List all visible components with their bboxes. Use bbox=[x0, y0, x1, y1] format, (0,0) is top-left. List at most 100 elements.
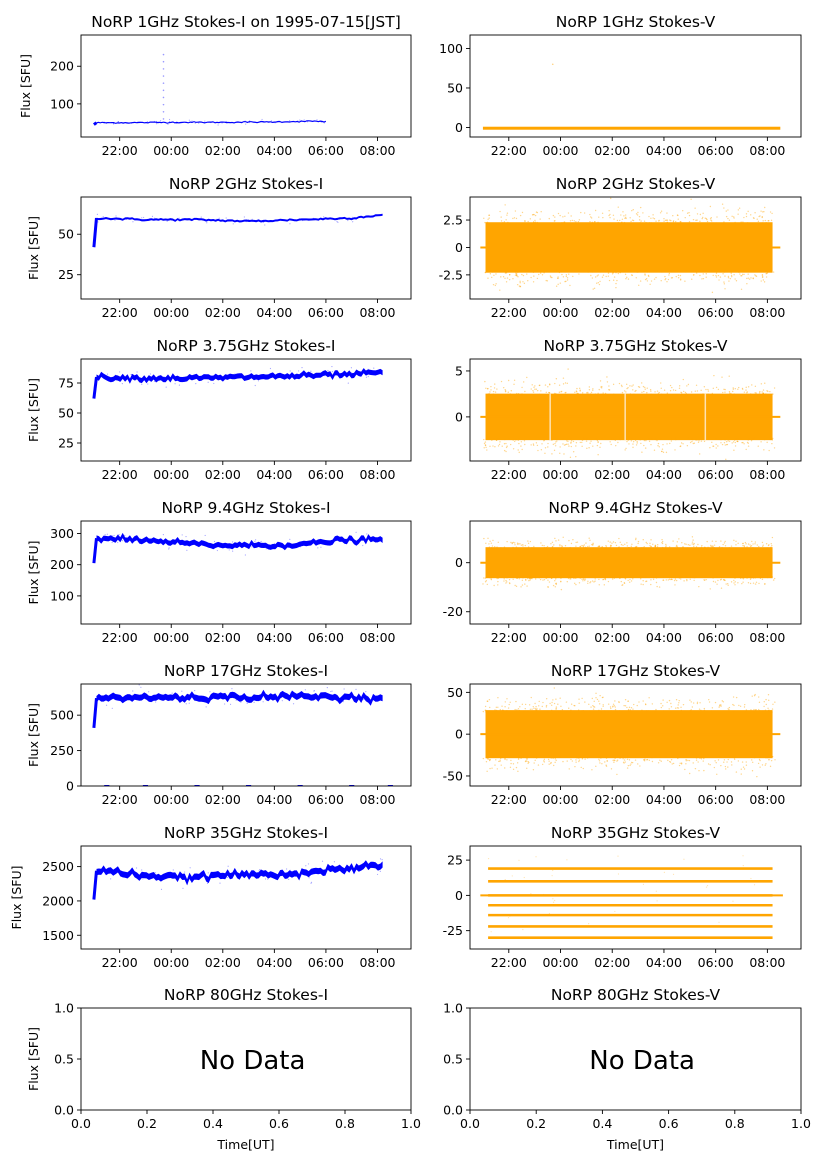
series-point bbox=[541, 763, 544, 766]
series-point bbox=[588, 923, 590, 925]
series-point bbox=[517, 271, 519, 274]
series-point bbox=[666, 443, 668, 445]
series-point bbox=[533, 213, 535, 216]
series-point bbox=[516, 762, 519, 764]
series-point bbox=[514, 270, 516, 272]
series-point bbox=[754, 392, 756, 394]
series-point bbox=[254, 384, 256, 387]
series-point bbox=[541, 705, 543, 708]
series-point bbox=[262, 121, 264, 123]
series-point bbox=[105, 122, 107, 124]
series-point bbox=[767, 544, 770, 547]
series-point bbox=[162, 534, 164, 536]
series-point bbox=[552, 901, 555, 903]
series-point bbox=[754, 547, 757, 549]
series-point bbox=[658, 586, 661, 588]
series-point bbox=[747, 386, 750, 388]
series-point bbox=[549, 702, 551, 705]
x-tick-label: 00:00 bbox=[542, 467, 578, 482]
series-point bbox=[715, 762, 717, 764]
series-point bbox=[572, 440, 575, 443]
series-band bbox=[96, 120, 326, 124]
series-point bbox=[484, 441, 487, 443]
series-point bbox=[674, 449, 676, 451]
series-point bbox=[648, 440, 651, 443]
series-point bbox=[629, 385, 631, 387]
series-point bbox=[530, 577, 533, 580]
series-point bbox=[550, 762, 552, 765]
series-point bbox=[495, 706, 498, 709]
series-point bbox=[648, 222, 651, 224]
series-point bbox=[711, 540, 714, 542]
series-point bbox=[532, 391, 535, 393]
series-point bbox=[607, 269, 609, 272]
series-point bbox=[741, 387, 744, 390]
series-point bbox=[727, 275, 730, 278]
series-point bbox=[610, 544, 612, 547]
series-point bbox=[566, 859, 568, 861]
series-rise bbox=[93, 121, 98, 126]
series-point bbox=[734, 577, 736, 579]
series-point bbox=[377, 540, 379, 542]
series-point bbox=[690, 709, 692, 711]
series-point bbox=[533, 221, 535, 224]
series-point bbox=[715, 274, 717, 277]
series-point bbox=[500, 216, 502, 218]
series-point bbox=[569, 546, 571, 549]
series-point bbox=[615, 282, 617, 285]
series-point bbox=[504, 390, 507, 393]
series-point bbox=[692, 218, 695, 221]
series-point bbox=[668, 578, 671, 580]
series-point bbox=[521, 584, 524, 586]
series-point bbox=[733, 217, 735, 219]
series-point bbox=[509, 274, 511, 276]
series-point bbox=[564, 544, 567, 547]
series-point bbox=[250, 373, 252, 375]
series-point bbox=[602, 216, 604, 219]
series-point bbox=[663, 220, 665, 222]
series-point bbox=[522, 711, 525, 713]
series-point bbox=[655, 271, 657, 273]
series-point bbox=[248, 121, 250, 124]
series-point bbox=[653, 755, 656, 758]
series-point bbox=[763, 449, 765, 451]
series-point bbox=[664, 755, 667, 758]
series-point bbox=[761, 541, 764, 544]
series-point bbox=[576, 391, 578, 393]
series-point bbox=[362, 544, 364, 547]
series-point bbox=[727, 584, 729, 586]
series-point bbox=[718, 706, 720, 708]
series-point bbox=[627, 546, 630, 549]
series-point bbox=[645, 710, 648, 712]
series-point bbox=[678, 577, 681, 579]
series-point bbox=[687, 759, 689, 762]
series-point bbox=[524, 707, 526, 710]
series-point bbox=[550, 704, 553, 707]
series-point bbox=[742, 766, 745, 768]
series-point bbox=[213, 382, 215, 385]
series-point bbox=[640, 583, 642, 585]
series-point bbox=[520, 544, 523, 546]
series-point bbox=[677, 707, 680, 709]
series-point bbox=[732, 703, 734, 706]
series-point bbox=[718, 547, 720, 549]
series-point bbox=[762, 392, 764, 394]
series-point bbox=[380, 537, 382, 539]
series-point bbox=[551, 546, 554, 548]
series-point bbox=[512, 278, 514, 280]
series-point bbox=[552, 545, 554, 548]
series-point bbox=[621, 710, 623, 712]
series-point bbox=[733, 704, 735, 707]
y-tick-label: -20 bbox=[443, 604, 463, 619]
series-point bbox=[490, 578, 492, 580]
series-point bbox=[538, 700, 540, 703]
series-point bbox=[624, 449, 626, 451]
series-point bbox=[527, 546, 530, 548]
series-point bbox=[110, 878, 112, 880]
x-tick-label: 1.0 bbox=[791, 1116, 811, 1131]
series-point bbox=[631, 274, 634, 277]
series-point bbox=[625, 438, 628, 440]
series-point bbox=[162, 82, 165, 84]
series-point bbox=[267, 878, 269, 880]
